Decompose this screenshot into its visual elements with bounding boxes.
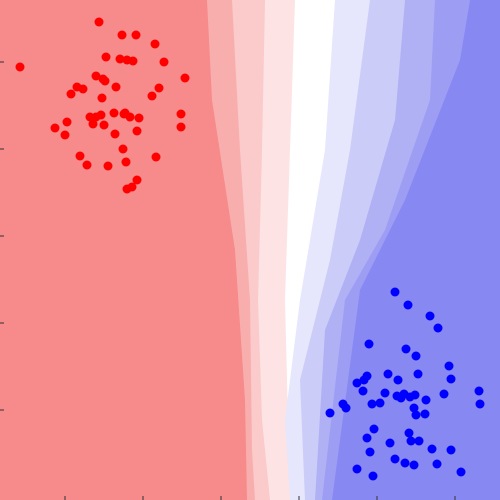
point <box>410 390 420 400</box>
point <box>97 93 107 103</box>
point <box>132 126 142 136</box>
point <box>358 386 368 396</box>
point <box>375 398 385 408</box>
point <box>406 436 416 446</box>
point <box>383 369 393 379</box>
point <box>385 438 395 448</box>
point <box>103 161 113 171</box>
point <box>421 395 431 405</box>
point <box>50 123 60 133</box>
point <box>100 76 110 86</box>
point <box>78 84 88 94</box>
point <box>409 403 419 413</box>
point <box>420 409 430 419</box>
point <box>118 144 128 154</box>
point <box>390 454 400 464</box>
point <box>411 351 421 361</box>
point <box>99 120 109 130</box>
point <box>401 344 411 354</box>
point <box>352 378 362 388</box>
point <box>176 109 186 119</box>
point <box>400 458 410 468</box>
point <box>446 445 456 455</box>
point <box>425 311 435 321</box>
point <box>390 287 400 297</box>
point <box>66 89 76 99</box>
point <box>101 52 111 62</box>
point <box>432 459 442 469</box>
point <box>127 182 137 192</box>
point <box>411 410 421 420</box>
point <box>154 83 164 93</box>
point <box>134 113 144 123</box>
point <box>150 39 160 49</box>
point <box>94 17 104 27</box>
point <box>96 110 106 120</box>
point <box>111 82 121 92</box>
point <box>362 433 372 443</box>
point <box>147 91 157 101</box>
point <box>369 424 379 434</box>
point <box>88 119 98 129</box>
point <box>75 151 85 161</box>
point <box>365 447 375 457</box>
point <box>367 399 377 409</box>
point <box>444 361 454 371</box>
point <box>121 157 131 167</box>
point <box>115 54 125 64</box>
point <box>15 62 25 72</box>
point <box>409 460 419 470</box>
point <box>109 108 119 118</box>
point <box>176 122 186 132</box>
point <box>125 112 135 122</box>
point <box>446 374 456 384</box>
point <box>475 399 485 409</box>
point <box>439 389 449 399</box>
point <box>151 152 161 162</box>
region <box>332 0 500 500</box>
point <box>62 117 72 127</box>
point <box>341 403 351 413</box>
point <box>110 129 120 139</box>
point <box>404 428 414 438</box>
point <box>433 323 443 333</box>
point <box>180 73 190 83</box>
region <box>0 0 247 500</box>
point <box>325 408 335 418</box>
point <box>117 30 127 40</box>
point <box>352 464 362 474</box>
point <box>91 71 101 81</box>
point <box>403 300 413 310</box>
point <box>82 160 92 170</box>
point <box>380 388 390 398</box>
point <box>368 471 378 481</box>
point <box>131 30 141 40</box>
point <box>128 56 138 66</box>
point <box>60 130 70 140</box>
point <box>413 369 423 379</box>
point <box>362 371 372 381</box>
point <box>159 57 169 67</box>
point <box>393 375 403 385</box>
point <box>132 175 142 185</box>
point <box>414 436 424 446</box>
point <box>427 444 437 454</box>
point <box>456 467 466 477</box>
point <box>364 339 374 349</box>
point <box>474 386 484 396</box>
